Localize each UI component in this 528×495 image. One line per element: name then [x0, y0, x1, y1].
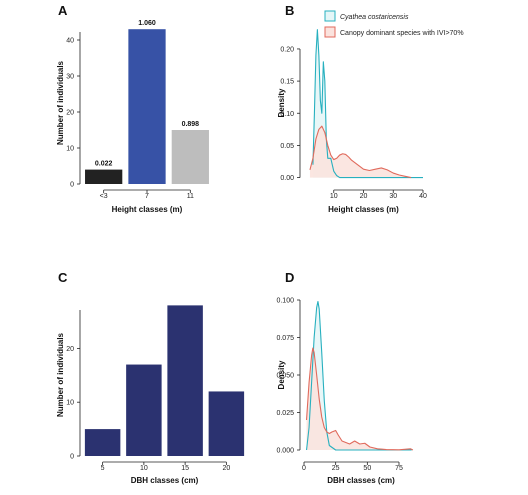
y-tick-label: 0: [70, 454, 74, 461]
x-axis-label: DBH classes (cm): [327, 476, 395, 485]
legend-entry: Canopy dominant species with IVI>70%: [340, 30, 464, 37]
y-axis-label: Number of individuals: [56, 60, 65, 145]
bar: [167, 305, 203, 456]
x-tick-label: 10: [140, 465, 148, 472]
y-tick-label: 0: [70, 182, 74, 189]
y-axis-label: Density: [277, 360, 286, 389]
y-tick-label: 10: [66, 146, 74, 153]
panel-letter: C: [58, 270, 68, 285]
y-tick-label: 40: [66, 38, 74, 45]
x-tick-label: 20: [222, 465, 230, 472]
y-tick-label: 20: [66, 346, 74, 353]
panel-c: C 0 10 20 5 10 15 20 DBH classes (cm) Number of i…: [56, 270, 245, 485]
y-axis-label: Number of individuals: [56, 332, 65, 417]
x-tick-label: 15: [181, 465, 189, 472]
panel-letter: D: [285, 270, 294, 285]
bar: [84, 429, 121, 456]
x-axis-label: Height classes (m): [328, 205, 399, 214]
x-tick-label: 40: [419, 193, 427, 200]
bar: [171, 130, 209, 184]
legend-swatch: [324, 26, 336, 38]
x-tick-label: 0: [302, 465, 306, 472]
panel-letter: B: [285, 3, 294, 18]
density-line: [305, 347, 414, 451]
y-tick-label: 20: [66, 110, 74, 117]
x-tick-label: 7: [145, 193, 149, 200]
x-tick-label: 5: [101, 465, 105, 472]
x-tick-label: 10: [330, 193, 338, 200]
x-axis-label: Height classes (m): [112, 205, 183, 214]
x-tick-label: 11: [187, 193, 194, 200]
y-tick-label: 0.050: [276, 373, 294, 380]
panel-b: B 0.00 0.05 0.10 0.15 0.20 10 20 30 40 Height clas…: [277, 3, 464, 214]
x-tick-label: <3: [100, 193, 108, 200]
y-tick-label: 0.075: [276, 335, 294, 342]
y-axis-label: Density: [277, 88, 286, 117]
y-tick-label: 0.025: [276, 410, 294, 417]
y-tick-label: 0.05: [280, 143, 294, 150]
y-tick-label: 0.00: [280, 175, 294, 182]
bar-value-label: 0.898: [182, 121, 200, 128]
panel-a: A 0 10 20 30 40 <3 0.022 7 1.060 11 0.898 Height cla…: [56, 3, 209, 214]
density-fill: [306, 348, 413, 450]
bar: [128, 29, 166, 185]
bar: [208, 391, 245, 456]
x-tick-label: 75: [395, 465, 403, 472]
legend-swatch: [324, 10, 336, 22]
x-axis-label: DBH classes (cm): [131, 476, 199, 485]
y-tick-label: 30: [66, 74, 74, 81]
y-tick-label: 0.100: [276, 298, 294, 305]
y-tick-label: 0.15: [280, 79, 294, 86]
y-tick-label: 10: [66, 400, 74, 407]
bar-value-label: 1.060: [138, 20, 156, 27]
bar: [85, 169, 123, 184]
y-tick-label: 0.10: [280, 111, 294, 118]
x-tick-label: 50: [363, 465, 371, 472]
density-fill: [309, 126, 412, 178]
legend-entry: Cyathea costaricensis: [340, 14, 409, 21]
panel-letter: A: [58, 3, 68, 18]
x-tick-label: 20: [360, 193, 368, 200]
y-tick-label: 0.20: [280, 46, 294, 53]
bar-value-label: 0.022: [95, 161, 113, 168]
x-tick-label: 25: [332, 465, 340, 472]
y-tick-label: 0.000: [276, 448, 294, 455]
density-line: [309, 125, 412, 179]
x-tick-label: 30: [389, 193, 397, 200]
bar: [126, 364, 162, 456]
